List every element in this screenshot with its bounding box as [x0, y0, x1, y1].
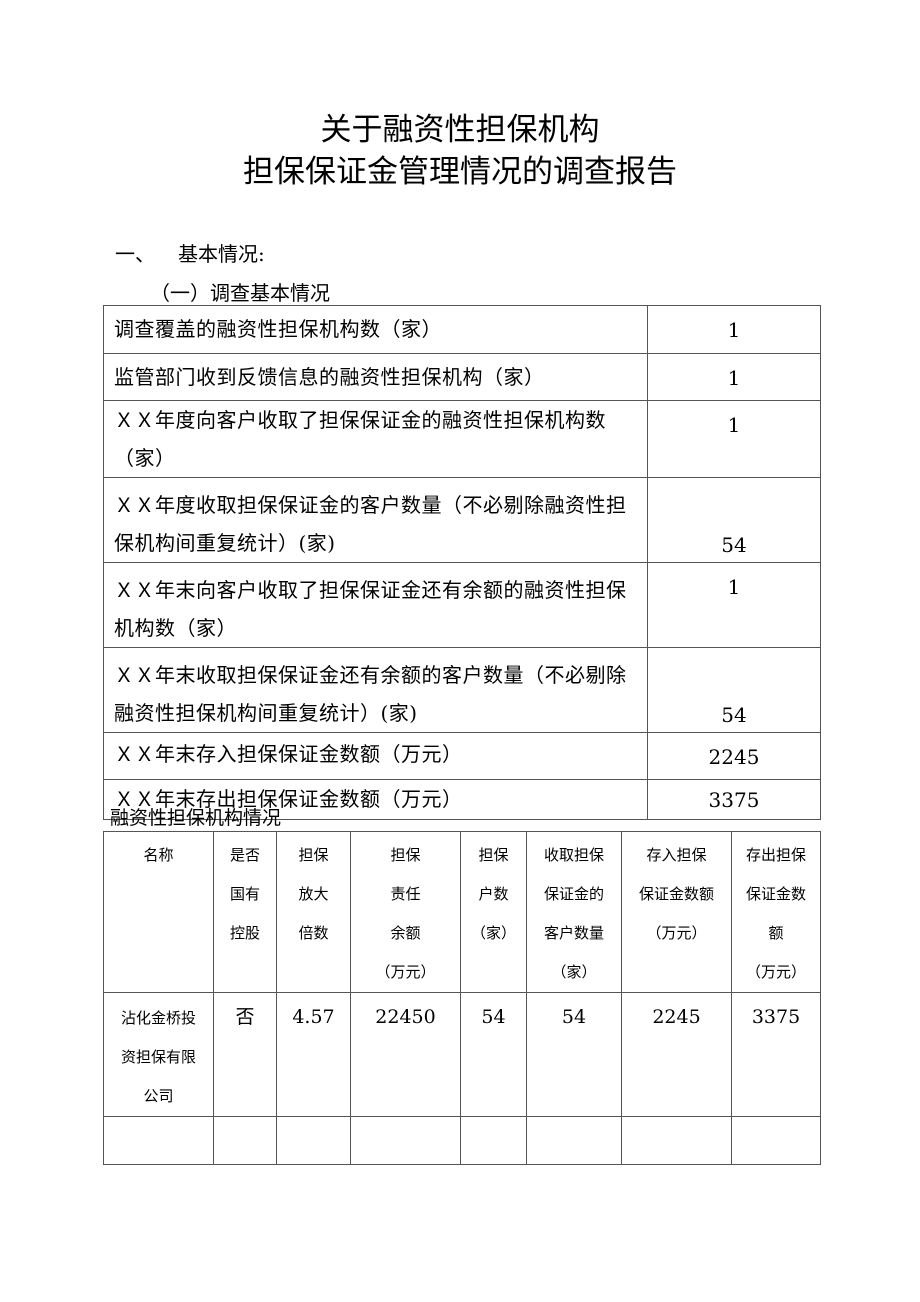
row-label: ＸＸ年末向客户收取了担保保证金还有余额的融资性担保机构数（家） [103, 562, 648, 648]
name-line: 公司 [143, 1087, 174, 1105]
column-header: 是否 国有 控股 [213, 831, 277, 993]
column-header: 存入担保保证金数额 （万元） [621, 831, 732, 993]
row-label: ＸＸ年末存出担保保证金数额（万元） [103, 779, 648, 820]
guarantee-balance-cell: 22450 [350, 992, 461, 1117]
row-value: 1 [647, 400, 821, 478]
row-value: 2245 [647, 732, 821, 780]
guarantee-households-cell: 54 [460, 992, 527, 1117]
institution-section-label: 融资性担保机构情况 [110, 807, 282, 829]
column-header-line: 国有 [229, 885, 260, 903]
column-header-line: 控股 [229, 924, 260, 942]
table-row: 调查覆盖的融资性担保机构数（家） 1 [103, 305, 821, 354]
column-header-line: （万元） [646, 924, 707, 942]
column-header-line: 名称 [143, 846, 174, 864]
column-header-line: 余额 [390, 924, 421, 942]
table-row: ＸＸ年末存入担保保证金数额（万元） 2245 [103, 732, 821, 780]
column-header: 担保户数 （家） [460, 831, 527, 993]
table-row: ＸＸ年末向客户收取了担保保证金还有余额的融资性担保机构数（家） 1 [103, 562, 821, 648]
empty-cell [276, 1116, 351, 1165]
name-line: 沾化金桥投 [120, 1009, 196, 1027]
document-title-line2: 担保保证金管理情况的调查报告 [243, 154, 677, 190]
column-header-line: 责任 [390, 885, 421, 903]
deposits-out-cell: 3375 [731, 992, 821, 1117]
column-header-line: （家） [551, 963, 597, 981]
column-header-line: 担保 [390, 846, 421, 864]
column-header-line: 存出担保 [745, 846, 806, 864]
row-value: 54 [647, 647, 821, 733]
column-header-line: 倍数 [298, 924, 329, 942]
basic-info-table: 调查覆盖的融资性担保机构数（家） 1 监管部门收到反馈信息的融资性担保机构（家） 1… [103, 305, 821, 820]
row-value: 54 [647, 477, 821, 563]
column-header-line: 保证金的 [543, 885, 604, 903]
row-label: 监管部门收到反馈信息的融资性担保机构（家） [103, 353, 648, 401]
column-header: 担保责任余额 （万元） [350, 831, 461, 993]
section-heading: 基本情况: [178, 242, 265, 266]
column-header: 收取担保保证金的客户数量 （家） [526, 831, 622, 993]
empty-cell [350, 1116, 461, 1165]
empty-cell [213, 1116, 277, 1165]
deposits-in-cell: 2245 [621, 992, 732, 1117]
row-label: ＸＸ年末存入担保保证金数额（万元） [103, 732, 648, 780]
row-label: ＸＸ年度向客户收取了担保保证金的融资性担保机构数（家） [103, 400, 648, 478]
empty-cell [731, 1116, 821, 1165]
row-value: 3375 [647, 779, 821, 820]
column-header-line: 保证金数 [745, 885, 806, 903]
column-header: 存出担保保证金数额 （万元） [731, 831, 821, 993]
table-row: ＸＸ年末存出担保保证金数额（万元） 3375 [103, 779, 821, 820]
column-header-line: 是否 [229, 846, 260, 864]
row-label: 调查覆盖的融资性担保机构数（家） [103, 305, 648, 354]
column-header-line: （家） [470, 924, 516, 942]
empty-cell [526, 1116, 622, 1165]
table-row: ＸＸ年度向客户收取了担保保证金的融资性担保机构数（家） 1 [103, 400, 821, 478]
column-header-line: 户数 [478, 885, 509, 903]
document-title-line1: 关于融资性担保机构 [320, 112, 600, 148]
row-label: ＸＸ年末收取担保保证金还有余额的客户数量（不必剔除融资性担保机构间重复统计）(家… [103, 647, 648, 733]
column-header-line: 收取担保 [543, 846, 604, 864]
state-owned-cell: 否 [213, 992, 277, 1117]
table-row: 监管部门收到反馈信息的融资性担保机构（家） 1 [103, 353, 821, 401]
empty-cell [460, 1116, 527, 1165]
empty-row [103, 1116, 821, 1165]
empty-cell [103, 1116, 214, 1165]
institution-table: 名称 是否 国有 控股 担保 放大 倍数 担保 责任 余额 （万元） 担保 户数 （家） 收取担保 保证金的客… [103, 831, 821, 1165]
institution-name-cell: 沾化金桥投 资担保有限 公司 [103, 992, 214, 1117]
column-header-line: 存入担保 [646, 846, 707, 864]
table-row: ＸＸ年度收取担保保证金的客户数量（不必剔除融资性担保机构间重复统计）(家) 54 [103, 477, 821, 563]
column-header-line: 放大 [298, 885, 329, 903]
row-value: 1 [647, 305, 821, 354]
deposit-customers-cell: 54 [526, 992, 622, 1117]
column-header: 担保 放大 倍数 [276, 831, 351, 993]
column-header-line: （万元） [375, 963, 436, 981]
row-value: 1 [647, 562, 821, 648]
column-header-line: 额 [768, 924, 784, 942]
row-value: 1 [647, 353, 821, 401]
header-row: 名称 是否 国有 控股 担保 放大 倍数 担保 责任 余额 （万元） 担保 户数 （家） 收取担保 保证金的客… [103, 831, 821, 993]
table-row: 沾化金桥投 资担保有限 公司 否 4.57 22450 54 54 2245 3… [103, 992, 821, 1117]
empty-cell [621, 1116, 732, 1165]
column-header-line: （万元） [745, 963, 806, 981]
name-line: 资担保有限 [120, 1048, 196, 1066]
leverage-cell: 4.57 [276, 992, 351, 1117]
section-number: 一、 [115, 242, 155, 266]
column-header: 名称 [103, 831, 214, 993]
column-header-line: 担保 [478, 846, 509, 864]
subsection-heading: （一）调查基本情况 [150, 281, 330, 305]
column-header-line: 担保 [298, 846, 329, 864]
column-header-line: 保证金数额 [638, 885, 714, 903]
row-label: ＸＸ年度收取担保保证金的客户数量（不必剔除融资性担保机构间重复统计）(家) [103, 477, 648, 563]
column-header-line: 客户数量 [543, 924, 604, 942]
table-row: ＸＸ年末收取担保保证金还有余额的客户数量（不必剔除融资性担保机构间重复统计）(家… [103, 647, 821, 733]
